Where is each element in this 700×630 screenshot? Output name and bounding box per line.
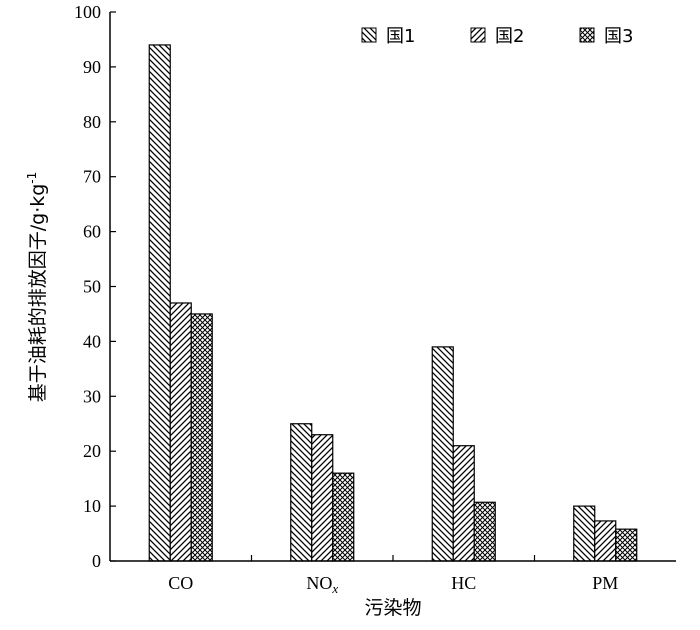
- y-axis-title-main: 基于油耗的排放因子/g·kg: [27, 184, 49, 403]
- bar-pm-series-2: [594, 520, 617, 562]
- legend-label-series-1: 国1: [386, 26, 415, 47]
- y-tick-label: 70: [83, 167, 101, 187]
- legend-swatch-series-1: [361, 27, 377, 43]
- bar-nox-series-3: [332, 472, 355, 562]
- x-tick-label: NOx: [306, 573, 338, 596]
- bar-hc-series-3: [473, 501, 496, 562]
- plot-area: 0 10 20 30 40 50 60 70 80 90 100 CO NOx HC PM: [74, 2, 638, 596]
- bar-pm-series-3: [615, 528, 638, 562]
- bar-hc-series-2: [452, 445, 475, 562]
- bar-co-series-3: [190, 313, 213, 562]
- x-tick-label: HC: [451, 573, 476, 593]
- x-axis-title: 污染物: [364, 597, 421, 619]
- y-tick-label: 30: [83, 386, 101, 406]
- legend: 国1 国2 国3: [361, 26, 633, 47]
- bar-nox-series-1: [290, 423, 313, 562]
- y-tick-label: 0: [92, 551, 101, 571]
- bar-co-series-2: [169, 302, 192, 562]
- y-tick-label: 60: [83, 222, 101, 242]
- y-axis-title: 基于油耗的排放因子/g·kg-1: [25, 172, 49, 403]
- y-tick-label: 100: [74, 2, 101, 22]
- y-tick-label: 50: [83, 277, 101, 297]
- legend-label-series-3: 国3: [604, 26, 633, 47]
- legend-swatch-series-3: [579, 27, 595, 43]
- y-axis-title-superscript: -1: [25, 172, 39, 184]
- bar-pm-series-1: [573, 505, 596, 562]
- y-tick-label: 90: [83, 57, 101, 77]
- x-tick-label: PM: [592, 573, 618, 593]
- legend-swatch-series-2: [470, 27, 486, 43]
- bar-co-series-1: [148, 44, 171, 562]
- x-tick-label: CO: [168, 573, 193, 593]
- bar-nox-series-2: [311, 434, 334, 562]
- legend-label-series-2: 国2: [495, 26, 524, 47]
- y-tick-label: 20: [83, 441, 101, 461]
- bar-hc-series-1: [431, 346, 454, 562]
- y-tick-label: 10: [83, 496, 101, 516]
- y-tick-label: 80: [83, 112, 101, 132]
- y-tick-label: 40: [83, 331, 101, 351]
